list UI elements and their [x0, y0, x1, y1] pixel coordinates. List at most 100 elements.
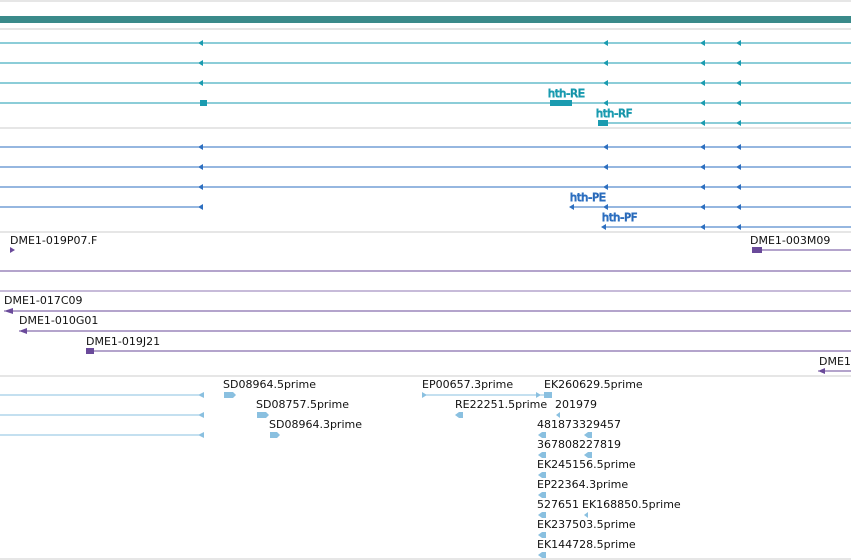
- clone-label: DME1-017C09: [4, 294, 83, 307]
- est-arrow-icon: [584, 432, 592, 438]
- clone-feature[interactable]: DME1-019P07.F: [10, 234, 97, 253]
- est-label: SD08757.5prime: [256, 398, 349, 411]
- transcript-rna-row[interactable]: [0, 80, 851, 86]
- transcript-rna-row[interactable]: [598, 120, 851, 126]
- est-feature[interactable]: EK168850.5prime: [582, 498, 681, 518]
- est-label: 481873329457: [537, 418, 621, 431]
- est-arrow-icon: [538, 532, 546, 538]
- clone-label: DME1-010G01: [19, 314, 98, 327]
- exon-arrow-icon: [700, 224, 705, 230]
- exon-arrow-icon: [603, 184, 608, 190]
- exon-arrow-icon: [603, 164, 608, 170]
- clone-feature[interactable]: DME1-017C09: [4, 294, 851, 314]
- est-arrow-icon: [270, 432, 280, 438]
- est-arrow-icon: [257, 412, 269, 418]
- clone-track-a: DME1-019P07.F DME1-003M09: [0, 234, 851, 272]
- est-arrow-icon: [538, 452, 546, 458]
- clone-arrow-icon: [818, 368, 825, 374]
- exon-arrow-icon: [736, 144, 741, 150]
- est-arrow-icon: [538, 492, 546, 498]
- est-label: 527651: [537, 498, 579, 511]
- transcript-label[interactable]: hth-RF: [596, 107, 633, 121]
- est-feature[interactable]: 527651: [537, 498, 579, 518]
- est-arrow-icon: [584, 452, 592, 458]
- est-feature[interactable]: SD08757.5prime: [256, 398, 349, 418]
- est-feature[interactable]: 367808227819: [537, 438, 621, 458]
- transcript-label[interactable]: hth-PE: [570, 191, 607, 205]
- clone-label: DME1-019P07.F: [10, 234, 97, 247]
- transcript-rna-row[interactable]: [0, 40, 851, 46]
- est-arrow-icon: [198, 412, 204, 418]
- exon-arrow-icon: [603, 144, 608, 150]
- clone-feature[interactable]: DME1-019J21: [86, 335, 851, 354]
- est-feature[interactable]: 201979: [555, 398, 597, 418]
- est-label: EK168850.5prime: [582, 498, 681, 511]
- est-arrow-icon: [198, 392, 204, 398]
- exon-arrow-icon: [736, 224, 741, 230]
- exon-arrow-icon: [198, 60, 203, 66]
- est-feature[interactable]: EP22364.3prime: [537, 478, 628, 498]
- est-feature[interactable]: SD08964.3prime: [269, 418, 362, 438]
- clone-arrow-icon: [19, 328, 27, 334]
- transcript-label[interactable]: hth-RE: [548, 87, 586, 101]
- clone-feature[interactable]: DME1-010G01: [19, 314, 851, 334]
- est-block: [544, 392, 552, 398]
- exon-arrow-icon: [700, 144, 705, 150]
- est-feature[interactable]: EK245156.5prime: [537, 458, 636, 478]
- transcript-label[interactable]: hth-PF: [602, 211, 638, 225]
- est-feature[interactable]: EP00657.3prime: [422, 378, 546, 398]
- region-header-bar[interactable]: [0, 16, 851, 23]
- est-arrow-icon: [198, 432, 204, 438]
- exon-block: [200, 100, 207, 106]
- clone-track-b: DME1-017C09 DME1-010G01 DME1-019J21 DME1: [4, 294, 851, 374]
- exon-arrow-icon: [736, 204, 741, 210]
- exon-arrow-icon: [601, 224, 606, 230]
- exon-arrow-icon: [700, 60, 705, 66]
- exon-arrow-icon: [736, 164, 741, 170]
- exon-block: [598, 120, 608, 126]
- clone-arrow-icon: [4, 308, 13, 314]
- est-label: EK260629.5prime: [544, 378, 643, 391]
- est-arrow-icon: [455, 412, 463, 418]
- est-arrow-icon: [536, 392, 541, 398]
- est-feature[interactable]: [0, 412, 204, 418]
- clone-feature[interactable]: DME1-003M09: [750, 234, 851, 253]
- est-feature[interactable]: EK144728.5prime: [537, 538, 636, 558]
- exon-block: [550, 100, 572, 106]
- exon-arrow-icon: [700, 204, 705, 210]
- exon-arrow-icon: [603, 60, 608, 66]
- clone-arrow-icon: [10, 247, 15, 253]
- est-feature[interactable]: RE22251.5prime: [455, 398, 547, 418]
- exon-arrow-icon: [198, 144, 203, 150]
- est-feature[interactable]: SD08964.5prime: [223, 378, 316, 398]
- exon-arrow-icon: [700, 80, 705, 86]
- est-label: EK245156.5prime: [537, 458, 636, 471]
- transcript-protein-row[interactable]: [0, 144, 851, 150]
- exon-arrow-icon: [603, 204, 608, 210]
- exon-arrow-icon: [603, 40, 608, 46]
- clone-label: DME1-019J21: [86, 335, 160, 348]
- exon-arrow-icon: [198, 204, 203, 210]
- est-arrow-icon: [224, 392, 236, 398]
- transcript-rna-row[interactable]: [0, 100, 851, 106]
- est-feature[interactable]: EK260629.5prime: [544, 378, 643, 398]
- transcript-protein-row[interactable]: [0, 204, 851, 210]
- est-feature[interactable]: EK237503.5prime: [537, 518, 636, 538]
- transcript-protein-row[interactable]: [601, 224, 851, 230]
- transcript-protein-row[interactable]: [0, 164, 851, 170]
- exon-arrow-icon: [736, 184, 741, 190]
- est-track: SD08964.5prime SD08757.5prime SD08964.3p…: [0, 378, 681, 558]
- clone-feature[interactable]: DME1: [818, 355, 851, 374]
- est-label: RE22251.5prime: [455, 398, 547, 411]
- est-feature[interactable]: 481873329457: [537, 418, 621, 438]
- transcript-protein-row[interactable]: [0, 184, 851, 190]
- est-arrow-icon: [538, 472, 546, 478]
- transcript-rna-row[interactable]: [0, 60, 851, 66]
- clone-label: DME1: [819, 355, 851, 368]
- est-feature[interactable]: [0, 432, 204, 438]
- exon-arrow-icon: [700, 100, 705, 106]
- exon-arrow-icon: [198, 164, 203, 170]
- est-label: EP22364.3prime: [537, 478, 628, 491]
- est-label: SD08964.5prime: [223, 378, 316, 391]
- est-feature[interactable]: [0, 392, 204, 398]
